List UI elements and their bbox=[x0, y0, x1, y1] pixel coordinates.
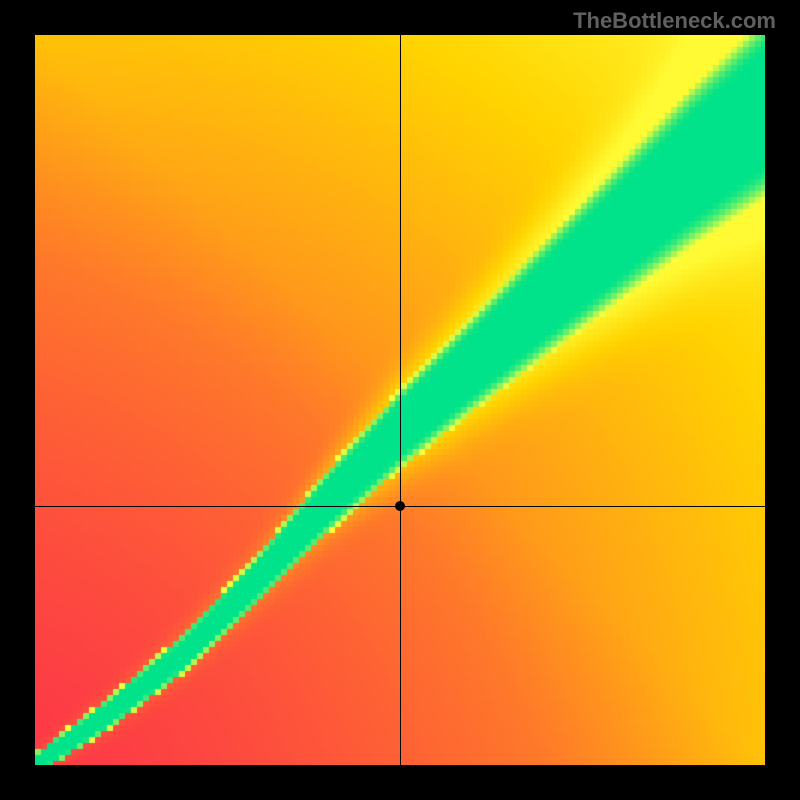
crosshair-marker bbox=[395, 501, 405, 511]
heatmap-plot bbox=[35, 35, 765, 765]
watermark-text: TheBottleneck.com bbox=[573, 8, 776, 34]
crosshair-vertical bbox=[400, 35, 401, 765]
